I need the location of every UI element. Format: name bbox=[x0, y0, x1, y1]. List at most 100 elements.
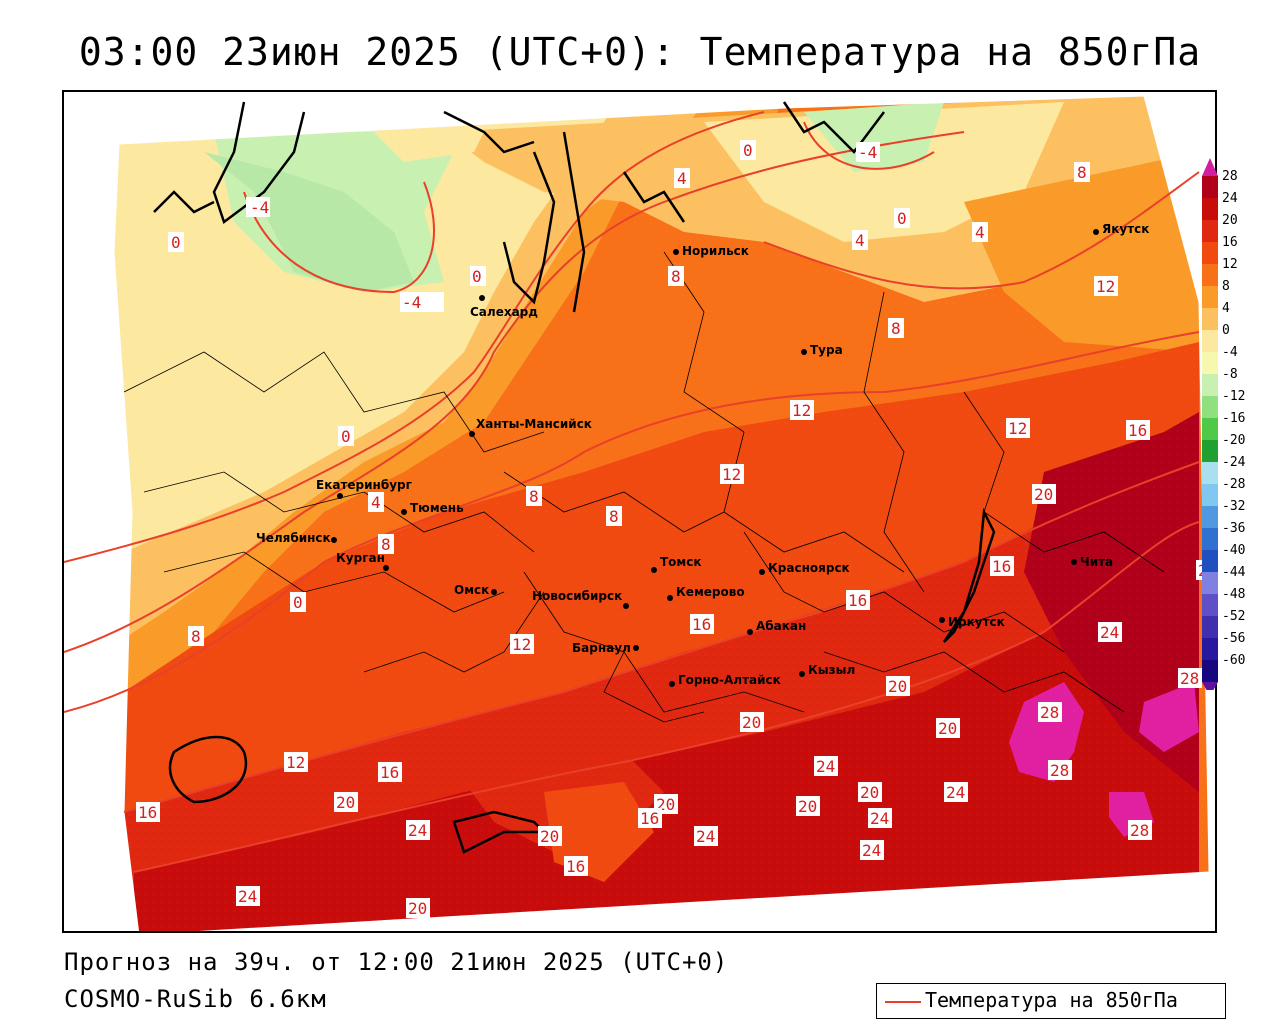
city-tomsk: Томск bbox=[651, 555, 702, 573]
svg-text:16: 16 bbox=[1128, 421, 1147, 440]
contour-label: 12 bbox=[1094, 276, 1118, 296]
svg-text:16: 16 bbox=[992, 557, 1011, 576]
contour-label: 16 bbox=[1126, 420, 1150, 440]
city-tura: Тура bbox=[801, 343, 843, 357]
colorbar-tick-label: -12 bbox=[1222, 389, 1246, 404]
contour-label: 8 bbox=[1074, 162, 1090, 182]
svg-text:Кемерово: Кемерово bbox=[676, 585, 745, 599]
city-norilsk: Норильск bbox=[673, 244, 749, 258]
contour-label: 12 bbox=[284, 752, 308, 772]
contour-label: 20 bbox=[538, 826, 562, 846]
contour-label: 8 bbox=[668, 266, 684, 286]
svg-text:28: 28 bbox=[1040, 703, 1059, 722]
colorbar-segment bbox=[1202, 484, 1218, 506]
city-barnaul: Барнаул bbox=[572, 641, 639, 655]
temperature-colorbar bbox=[1202, 158, 1218, 690]
contour-label: 0 bbox=[470, 266, 486, 286]
colorbar-tick-label: 12 bbox=[1222, 257, 1238, 272]
city-tyumen: Тюмень bbox=[401, 501, 464, 515]
svg-text:8: 8 bbox=[671, 267, 681, 286]
forecast-info: Прогноз на 39ч. от 12:00 21июн 2025 (UTC… bbox=[64, 948, 729, 976]
region-borders bbox=[123, 251, 1165, 723]
colorbar-tick-label: 8 bbox=[1222, 279, 1230, 294]
contour-label: 24 bbox=[814, 756, 838, 776]
contour-label: 24 bbox=[944, 782, 968, 802]
colorbar-bottom-arrow bbox=[1202, 682, 1218, 690]
svg-text:20: 20 bbox=[742, 713, 761, 732]
contour-label: 28 bbox=[1178, 668, 1202, 688]
svg-text:Ханты-Мансийск: Ханты-Мансийск bbox=[476, 417, 592, 431]
svg-text:Норильск: Норильск bbox=[682, 244, 749, 258]
colorbar-segment bbox=[1202, 462, 1218, 484]
colorbar-segment bbox=[1202, 506, 1218, 528]
city-krasnoyarsk: Красноярск bbox=[759, 561, 850, 575]
contour-label: 20 bbox=[936, 718, 960, 738]
svg-text:0: 0 bbox=[743, 141, 753, 160]
colorbar-segment bbox=[1202, 550, 1218, 572]
map-title: 03:00 23июн 2025 (UTC+0): Температура на… bbox=[78, 30, 1202, 74]
svg-text:Якутск: Якутск bbox=[1102, 222, 1149, 236]
city-irkutsk: Иркутск bbox=[939, 615, 1005, 629]
colorbar-top-arrow bbox=[1202, 158, 1218, 176]
svg-text:24: 24 bbox=[816, 757, 835, 776]
svg-text:20: 20 bbox=[888, 677, 907, 696]
contour-label: 4 bbox=[852, 230, 868, 250]
svg-text:Горно-Алтайск: Горно-Алтайск bbox=[678, 673, 781, 687]
svg-text:8: 8 bbox=[1077, 163, 1087, 182]
city-kurgan: Курган bbox=[336, 551, 389, 571]
svg-text:0: 0 bbox=[472, 267, 482, 286]
svg-text:Челябинск: Челябинск bbox=[256, 531, 331, 545]
contour-label: 16 bbox=[564, 856, 588, 876]
contour-label: 24 bbox=[406, 820, 430, 840]
contour-label: 28 bbox=[1048, 760, 1072, 780]
colorbar-tick-label: -36 bbox=[1222, 521, 1246, 536]
contour-label: 20 bbox=[858, 782, 882, 802]
svg-text:4: 4 bbox=[855, 231, 865, 250]
contour-label: 24 bbox=[694, 826, 718, 846]
colorbar-tick-label: 28 bbox=[1222, 169, 1238, 184]
colorbar-segment bbox=[1202, 396, 1218, 418]
svg-text:Барнаул: Барнаул bbox=[572, 641, 631, 655]
city-omsk: Омск bbox=[454, 583, 497, 597]
svg-text:-4: -4 bbox=[858, 143, 877, 162]
contour-label: 12 bbox=[720, 464, 744, 484]
svg-text:4: 4 bbox=[677, 169, 687, 188]
contour-label: 0 bbox=[740, 140, 756, 160]
colorbar-segment bbox=[1202, 594, 1218, 616]
svg-text:0: 0 bbox=[897, 209, 907, 228]
colorbar-segment bbox=[1202, 352, 1218, 374]
contour-label: 8 bbox=[888, 318, 904, 338]
isotherm-lines bbox=[64, 111, 1200, 873]
colorbar-segment bbox=[1202, 374, 1218, 396]
contour-label: 24 bbox=[236, 886, 260, 906]
contour-label: 8 bbox=[526, 486, 542, 506]
contour-label: 4 bbox=[674, 168, 690, 188]
city-gorno-altaysk: Горно-Алтайск bbox=[669, 673, 781, 687]
contour-label: 12 bbox=[1006, 418, 1030, 438]
svg-text:24: 24 bbox=[696, 827, 715, 846]
contour-label: 4 bbox=[972, 222, 988, 242]
svg-text:Екатеринбург: Екатеринбург bbox=[316, 478, 412, 492]
svg-text:24: 24 bbox=[870, 809, 889, 828]
model-info: COSMO-RuSib 6.6км bbox=[64, 985, 327, 1013]
colorbar-tick-label: -52 bbox=[1222, 609, 1246, 624]
temperature-fill bbox=[114, 96, 1209, 931]
contour-label: -4 bbox=[400, 292, 444, 312]
svg-text:Тура: Тура bbox=[810, 343, 843, 357]
svg-text:12: 12 bbox=[512, 635, 531, 654]
colorbar-tick-label: 0 bbox=[1222, 323, 1230, 338]
contour-label: 16 bbox=[990, 556, 1014, 576]
map-area[interactable]: -4 0 -4 0 0 -4 4 0 4 4 8 8 12 8 12 12 16… bbox=[62, 90, 1217, 933]
colorbar-segment bbox=[1202, 638, 1218, 660]
contour-label: 16 bbox=[378, 762, 402, 782]
svg-text:Чита: Чита bbox=[1080, 555, 1113, 569]
colorbar-tick-label: -40 bbox=[1222, 543, 1246, 558]
svg-text:20: 20 bbox=[540, 827, 559, 846]
city-novosibirsk: Новосибирск bbox=[532, 589, 629, 609]
svg-text:12: 12 bbox=[1096, 277, 1115, 296]
legend: Температура на 850гПа bbox=[876, 983, 1226, 1019]
svg-text:20: 20 bbox=[798, 797, 817, 816]
svg-text:24: 24 bbox=[1100, 623, 1119, 642]
colorbar-tick-label: 20 bbox=[1222, 213, 1238, 228]
svg-text:16: 16 bbox=[848, 591, 867, 610]
